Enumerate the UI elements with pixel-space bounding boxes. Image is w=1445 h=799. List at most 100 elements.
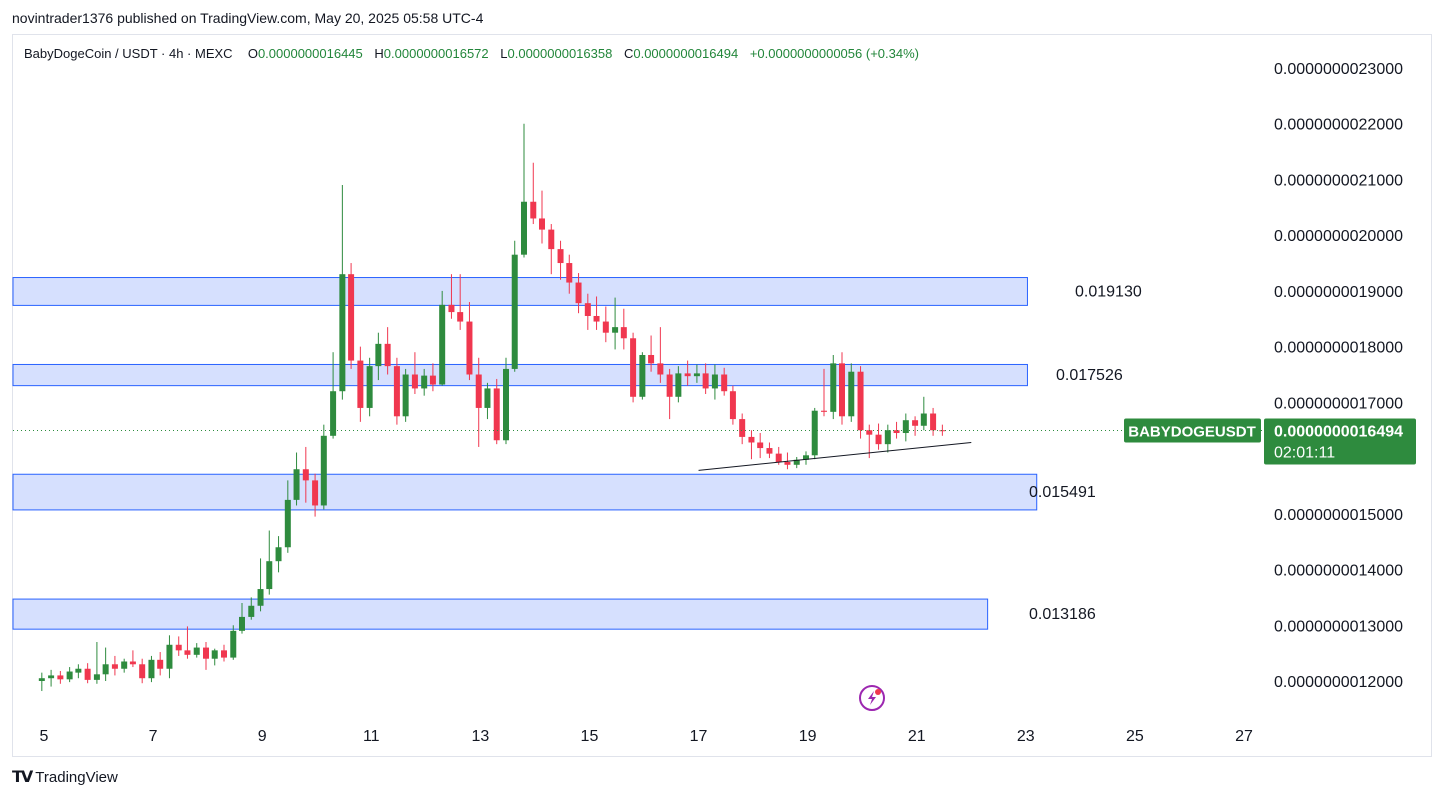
candle-body: [857, 371, 864, 431]
candle-body: [384, 343, 391, 367]
x-tick-label: 13: [471, 728, 489, 745]
candle-body: [330, 391, 337, 436]
zone-label-3: 0.013186: [1029, 606, 1096, 623]
candle-body: [129, 661, 136, 665]
y-tick-label: 0.0000000023000: [1274, 61, 1403, 78]
y-tick-label: 0.0000000012000: [1274, 674, 1403, 691]
candle-body: [111, 664, 118, 669]
candle-body: [811, 410, 818, 456]
zone-label-0: 0.019130: [1075, 283, 1142, 300]
x-tick-label: 15: [581, 728, 599, 745]
x-tick-label: 19: [799, 728, 817, 745]
candle-body: [339, 274, 346, 392]
candle-body: [184, 650, 191, 655]
y-tick-label: 0.0000000017000: [1274, 395, 1403, 412]
high-label: H: [374, 46, 384, 61]
candle-body: [157, 659, 164, 669]
candle-body: [748, 436, 755, 443]
candle-body: [439, 304, 446, 385]
y-tick-label: 0.0000000013000: [1274, 618, 1403, 635]
candle-body: [830, 363, 837, 412]
price-tag-bg: [1264, 418, 1416, 465]
price-tag-value: 0.0000000016494: [1274, 424, 1403, 441]
candle-body: [57, 675, 64, 680]
candle-body: [448, 304, 455, 313]
candle-body: [912, 420, 919, 426]
zones-layer: 0.019130 0.017526 0.015491 0.013186: [12, 277, 1142, 630]
candle-body: [457, 312, 464, 322]
candle-body: [593, 315, 600, 322]
candle-body: [493, 388, 500, 441]
lightning-icon[interactable]: [859, 685, 885, 711]
x-tick-label: 25: [1126, 728, 1144, 745]
candle-body: [75, 668, 82, 673]
candle-body: [648, 354, 655, 364]
footer-brand[interactable]: 𝗧𝗩 TradingView: [12, 767, 118, 787]
x-tick-label: 23: [1017, 728, 1035, 745]
zone-rect-3: [12, 598, 989, 630]
price-tag-countdown: 02:01:11: [1274, 445, 1335, 462]
candle-body: [657, 363, 664, 375]
candle-body: [503, 368, 509, 441]
candle-body: [821, 410, 827, 412]
symbol-tag-bg: [1124, 418, 1261, 443]
high-value: 0.0000000016572: [383, 46, 489, 61]
x-tick-label: 27: [1235, 728, 1253, 745]
candle-body: [620, 327, 627, 339]
candle-body: [484, 388, 491, 408]
candle-body: [939, 430, 946, 432]
close-value: 0.0000000016494: [633, 46, 739, 61]
candles-layer: [38, 123, 946, 692]
trend-line: [698, 441, 972, 471]
y-tick-label: 0.0000000020000: [1274, 228, 1403, 245]
y-tick-label: 0.0000000022000: [1274, 117, 1403, 134]
zone-label-2: 0.015491: [1029, 484, 1096, 501]
candle-body: [148, 659, 155, 679]
zone-rect-1: [12, 363, 1028, 387]
x-tick-label: 9: [258, 728, 267, 745]
candle-body: [366, 366, 373, 408]
low-value: 0.0000000016358: [507, 46, 613, 61]
candle-body: [920, 413, 927, 426]
candle-body: [557, 249, 564, 264]
candle-body: [666, 374, 673, 397]
candle-body: [521, 201, 527, 255]
candle-body: [866, 430, 873, 435]
candle-body: [257, 589, 264, 606]
candle-body: [848, 371, 855, 417]
candle-body: [875, 434, 882, 445]
candle-body: [275, 547, 282, 562]
zone-rect-0: [12, 277, 1028, 306]
candle-body: [302, 469, 309, 481]
candle-body: [166, 644, 173, 669]
candle-body: [102, 664, 109, 675]
candle-body: [639, 354, 646, 397]
candle-body: [803, 455, 809, 460]
candle-body: [784, 461, 791, 465]
candle-body: [729, 391, 736, 420]
candle-body: [584, 303, 591, 316]
candle-body: [348, 274, 355, 361]
symbol-label: BabyDogeCoin / USDT · 4h · MEXC: [24, 46, 233, 61]
y-tick-label: 0.0000000015000: [1274, 507, 1403, 524]
candle-body: [312, 480, 319, 506]
low-label: L: [500, 46, 508, 61]
candle-body: [266, 561, 273, 590]
candle-body: [320, 435, 327, 506]
candle-body: [48, 675, 55, 679]
candle-body: [757, 442, 764, 449]
candle-body: [775, 453, 782, 462]
axis-layer: 0.0000000012000 0.0000000013000 0.00000000…: [40, 61, 1404, 745]
candle-body: [221, 650, 227, 658]
y-tick-label: 0.0000000021000: [1274, 172, 1403, 189]
candle-body: [411, 374, 418, 389]
close-label: C: [623, 46, 634, 61]
y-tick-label: 0.0000000019000: [1274, 284, 1403, 301]
candle-body: [402, 374, 409, 417]
candle-body: [193, 647, 200, 655]
x-tick-label: 11: [363, 728, 380, 745]
candle-body: [839, 363, 845, 417]
open-value: 0.0000000016445: [257, 46, 363, 61]
candle-body: [739, 419, 746, 437]
